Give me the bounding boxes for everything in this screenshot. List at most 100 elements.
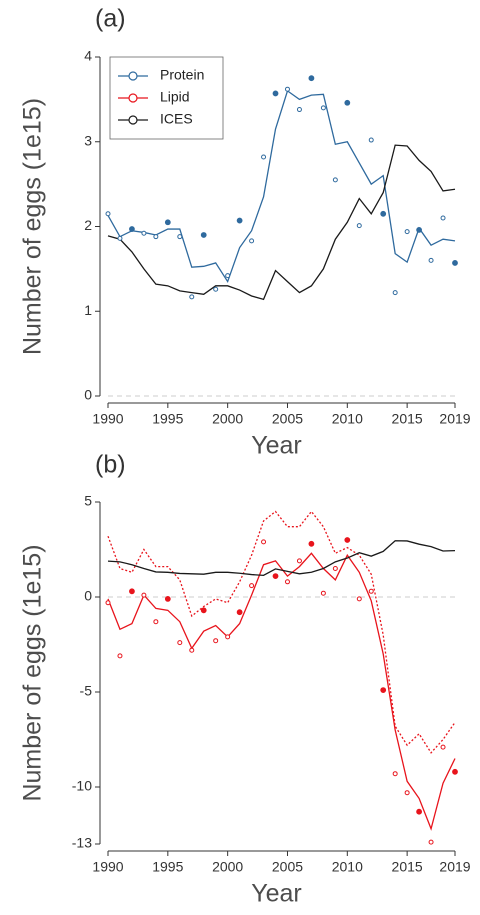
legend-marker — [128, 115, 138, 125]
y-axis-title: Number of eggs (1e15) — [19, 544, 47, 801]
y-tick-label: -10 — [72, 778, 92, 794]
point — [452, 768, 458, 775]
point — [320, 105, 326, 111]
legend-marker — [128, 93, 138, 103]
point — [344, 537, 351, 543]
point — [272, 90, 279, 97]
point — [164, 219, 171, 226]
point — [392, 290, 398, 296]
y-tick-label: 0 — [84, 387, 92, 403]
x-axis-title: Year — [251, 880, 302, 908]
point — [200, 607, 207, 614]
point — [236, 609, 243, 616]
x-tick-label: 2000 — [212, 411, 243, 427]
upper-line — [107, 510, 456, 754]
x-tick-label: 1995 — [152, 859, 183, 875]
point — [225, 634, 231, 640]
legend-marker — [128, 71, 138, 81]
y-tick-label: -13 — [72, 835, 92, 851]
series-line — [107, 144, 456, 301]
y-tick-label: 2 — [84, 217, 92, 233]
point — [404, 229, 410, 235]
point — [356, 223, 362, 229]
panel-label: (a) — [95, 5, 126, 33]
point — [177, 234, 183, 240]
point — [404, 790, 410, 796]
point — [117, 235, 123, 241]
panel-label: (b) — [95, 451, 126, 479]
point — [189, 294, 195, 300]
point — [344, 99, 351, 106]
x-tick-label: 1990 — [92, 859, 123, 875]
point — [249, 583, 255, 589]
x-tick-label: 2019 — [439, 859, 470, 875]
point — [261, 539, 267, 545]
point — [225, 273, 231, 279]
point — [440, 744, 446, 750]
point — [141, 592, 147, 598]
point — [117, 653, 123, 659]
point — [213, 638, 219, 644]
legend-label: Lipid — [160, 89, 190, 105]
point — [296, 107, 302, 113]
point — [440, 215, 446, 221]
point — [189, 647, 195, 653]
point — [141, 230, 147, 236]
x-tick-label: 2000 — [212, 859, 243, 875]
point — [296, 558, 302, 564]
point — [261, 154, 267, 160]
point — [320, 590, 326, 596]
x-axis-title: Year — [251, 432, 302, 460]
y-tick-label: 1 — [84, 302, 92, 318]
point — [236, 217, 243, 224]
point — [332, 566, 338, 571]
y-tick-label: 3 — [84, 132, 92, 148]
point — [284, 86, 290, 92]
x-tick-label: 2005 — [272, 859, 303, 875]
point — [177, 640, 183, 646]
point — [368, 137, 374, 143]
y-axis-title: Number of eggs (1e15) — [19, 98, 47, 355]
y-tick-label: 5 — [84, 493, 92, 509]
x-tick-label: 1990 — [92, 411, 123, 427]
point — [392, 771, 398, 777]
panel: (b) 1990 1995 2000 2005 2010 2015 2019 -13 -10 -5 0… — [19, 451, 471, 908]
legend-label: ICES — [160, 111, 193, 127]
point — [416, 808, 423, 815]
series-line — [107, 89, 456, 284]
y-tick-label: 0 — [84, 588, 92, 604]
x-tick-label: 2010 — [332, 859, 363, 875]
x-tick-label: 2015 — [392, 859, 423, 875]
x-tick-label: 2019 — [439, 411, 470, 427]
legend-label: Protein — [160, 67, 204, 83]
point — [428, 257, 434, 263]
point — [213, 286, 219, 292]
x-tick-label: 1995 — [152, 411, 183, 427]
x-tick-label: 2015 — [392, 411, 423, 427]
point — [129, 226, 135, 232]
point — [153, 234, 159, 240]
point — [272, 573, 279, 579]
point — [368, 588, 374, 594]
point — [380, 687, 387, 693]
point — [153, 619, 159, 625]
point — [380, 210, 387, 217]
x-tick-label: 2005 — [272, 411, 303, 427]
point — [332, 177, 338, 183]
point — [284, 579, 290, 585]
point — [249, 238, 255, 244]
point — [164, 596, 171, 602]
point — [416, 226, 423, 233]
y-tick-label: -5 — [80, 683, 93, 699]
series-line — [107, 540, 456, 577]
point — [308, 75, 315, 82]
point — [105, 211, 111, 217]
point — [105, 600, 111, 606]
point — [356, 596, 362, 602]
panel: (a) 1990 1995 2000 2005 2010 2015 2019 0 1 2 3 4 Year… — [19, 5, 471, 460]
point — [129, 588, 135, 595]
x-tick-label: 2010 — [332, 411, 363, 427]
point — [428, 839, 434, 845]
point — [308, 540, 315, 547]
